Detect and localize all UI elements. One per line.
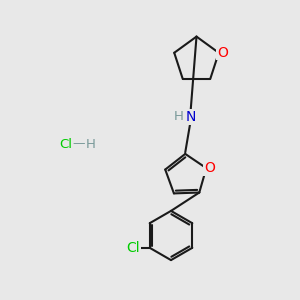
- Text: O: O: [204, 161, 215, 175]
- Text: —: —: [72, 137, 85, 151]
- Text: N: N: [186, 110, 196, 124]
- Text: O: O: [217, 46, 228, 60]
- Text: Cl: Cl: [126, 241, 140, 255]
- Text: H: H: [174, 110, 184, 124]
- Text: Cl: Cl: [59, 137, 73, 151]
- Text: H: H: [86, 137, 95, 151]
